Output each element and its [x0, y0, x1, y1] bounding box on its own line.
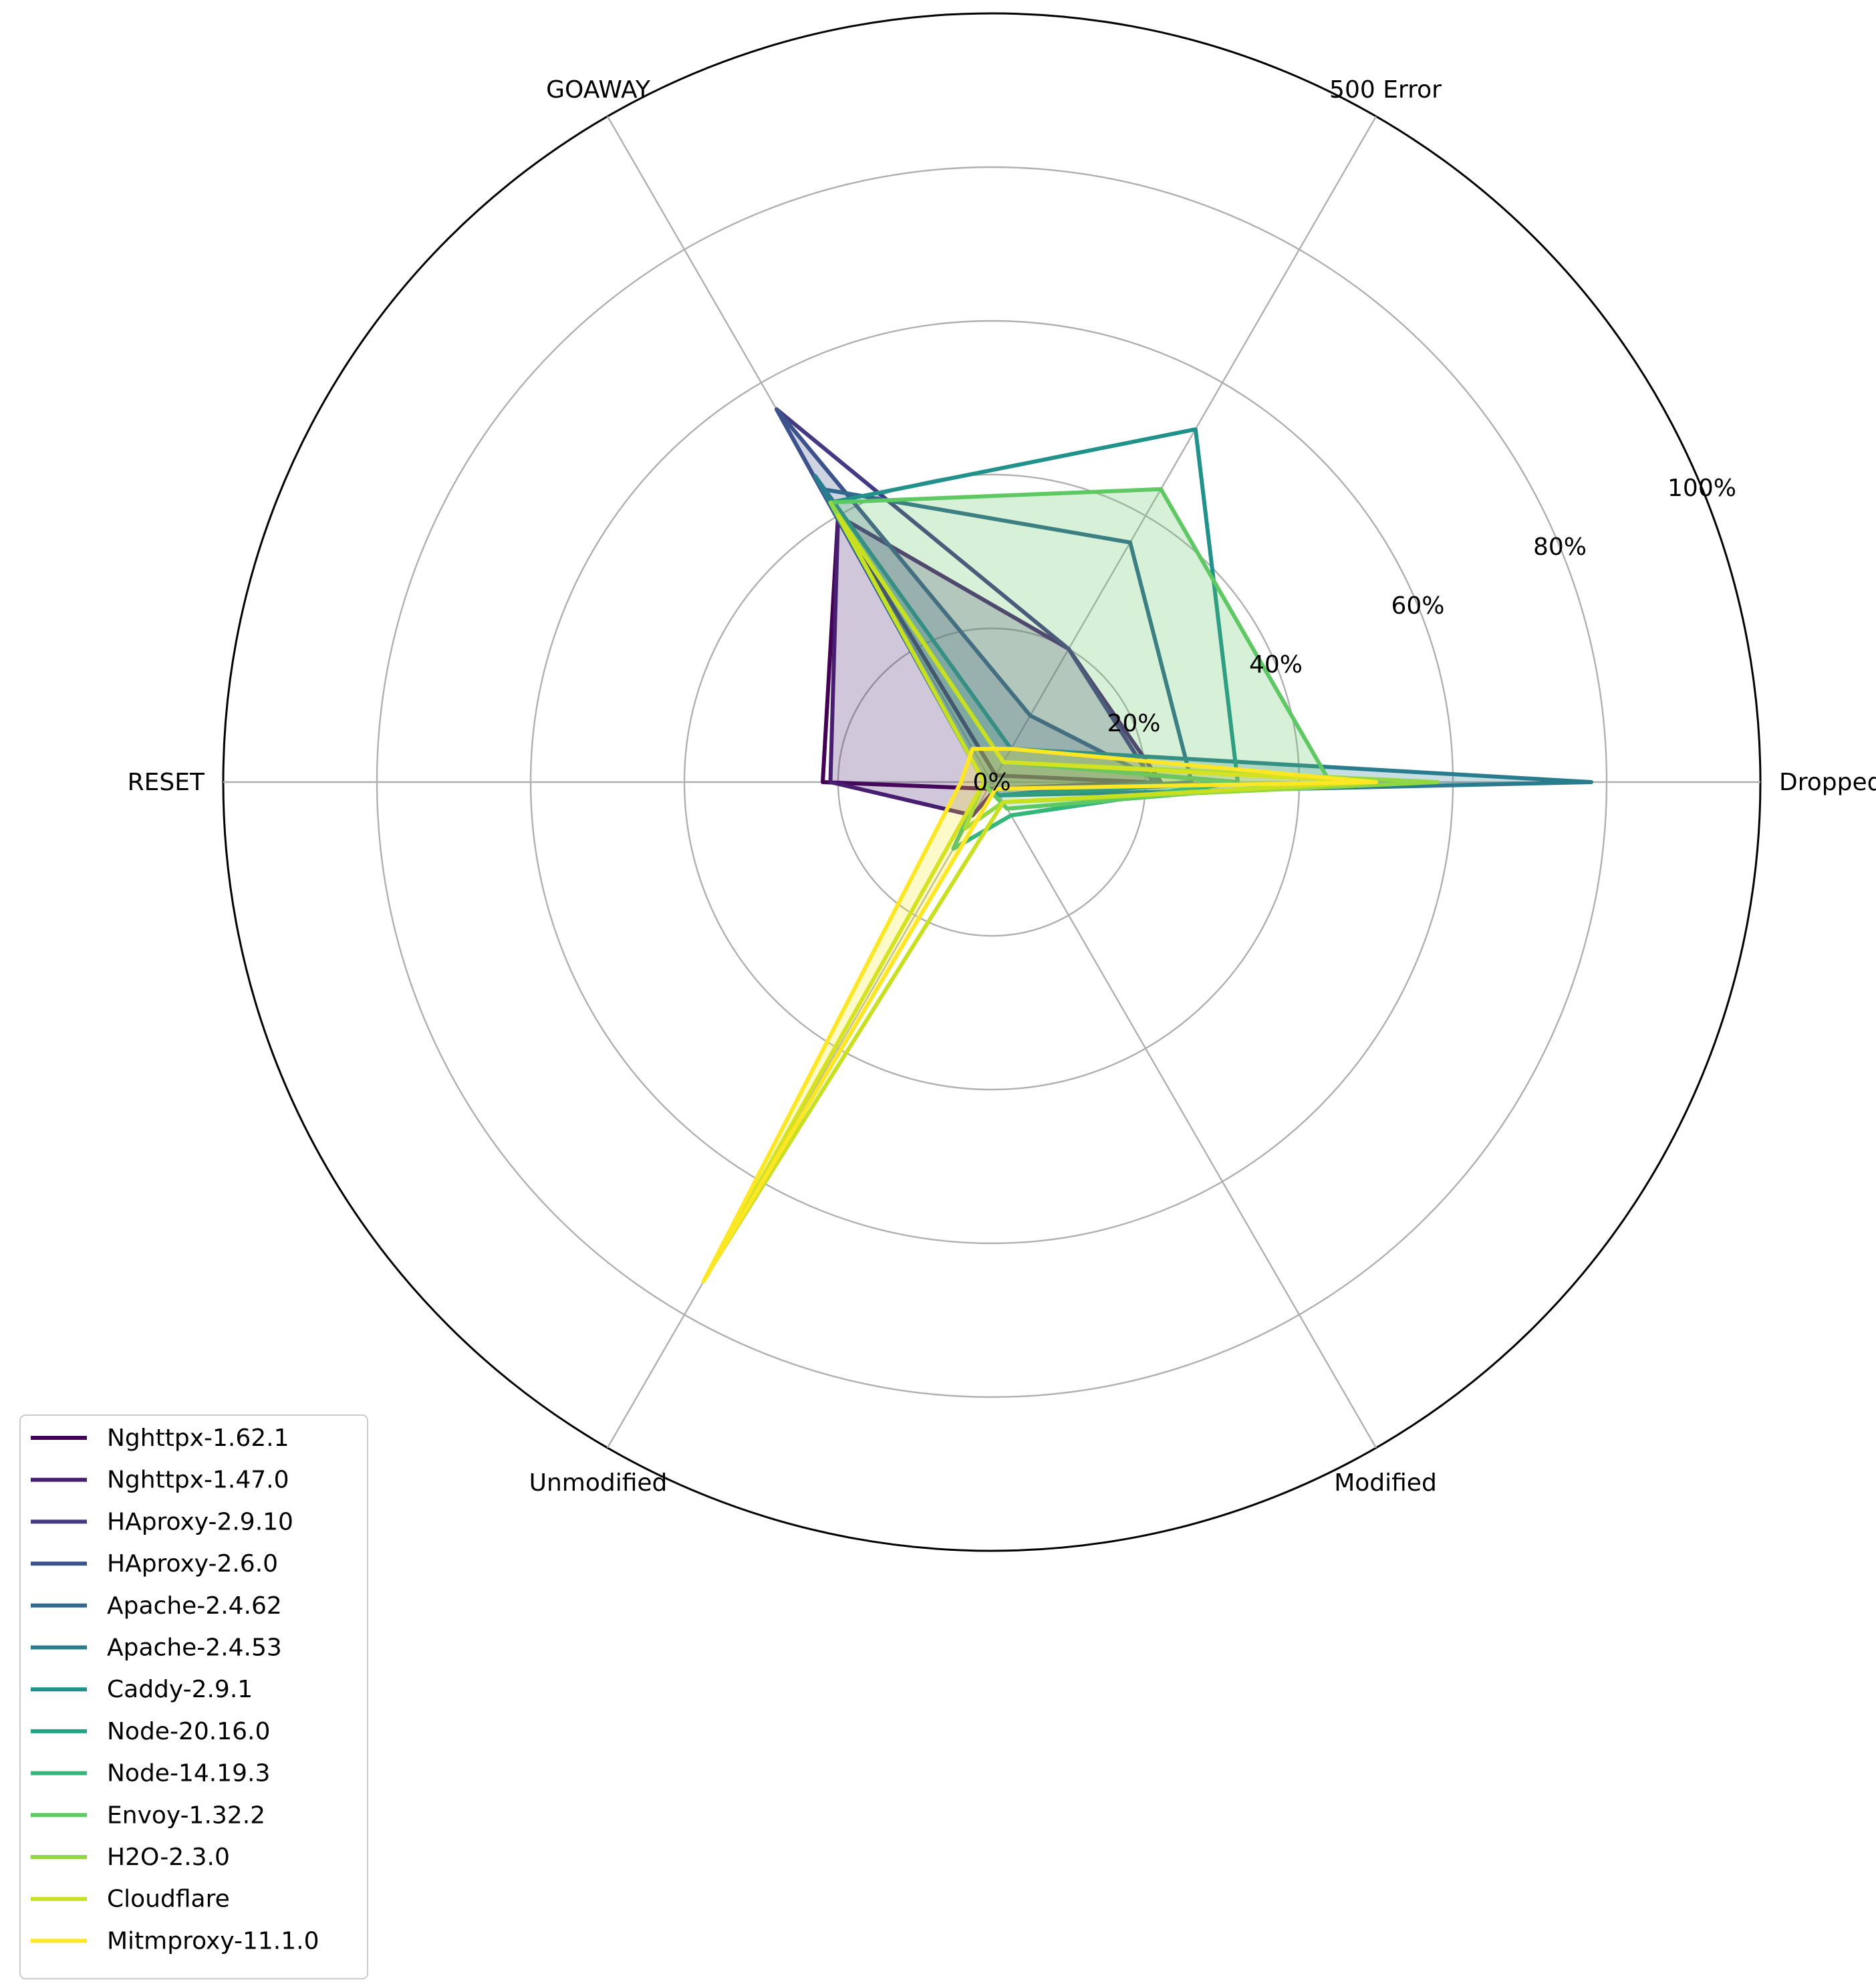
legend-label-envoy-1.32.2: Envoy-1.32.2: [107, 1802, 265, 1829]
legend-label-apache-2.4.53: Apache-2.4.53: [107, 1634, 282, 1662]
radial-tick-100: 100%: [1667, 475, 1736, 502]
legend-label-node-20.16.0: Node-20.16.0: [107, 1718, 270, 1745]
legend-label-haproxy-2.6.0: HAproxy-2.6.0: [107, 1550, 278, 1578]
legend-label-mitmproxy-11.1.0: Mitmproxy-11.1.0: [107, 1927, 319, 1955]
series-mitmproxy-11.1.0: [701, 747, 1378, 1283]
radial-tick-0: 0%: [972, 769, 1011, 796]
legend-label-cloudflare: Cloudflare: [107, 1886, 230, 1913]
legend-label-h2o-2.3.0: H2O-2.3.0: [107, 1844, 230, 1871]
radial-tick-labels: 0% 20% 40% 60% 80% 100%: [972, 475, 1736, 796]
legend-label-apache-2.4.62: Apache-2.4.62: [107, 1592, 282, 1620]
radar-spoke-500-error: [990, 116, 1377, 783]
axis-label-500-error: 500 Error: [1329, 76, 1442, 104]
radar-spoke-unmodified: [606, 781, 993, 1449]
radar-axis-labels: Dropped 500 Error GOAWAY RESET Unmodified Mod…: [128, 76, 1876, 1497]
radial-tick-80: 80%: [1533, 533, 1587, 561]
axis-label-unmodified: Unmodified: [529, 1469, 668, 1497]
legend-frame: [19, 1414, 368, 1980]
radar-series: [701, 407, 1593, 1283]
radial-tick-60: 60%: [1391, 592, 1444, 620]
legend: Nghttpx-1.62.1 Nghttpx-1.47.0 HAproxy-2.9.…: [19, 1414, 368, 1980]
series-cloudflare: [709, 513, 1378, 1270]
radar-spoke-modified: [990, 781, 1377, 1449]
legend-label-nghttpx-1.47.0: Nghttpx-1.47.0: [107, 1467, 289, 1494]
legend-label-nghttpx-1.62.1: Nghttpx-1.62.1: [107, 1424, 289, 1452]
legend-label-node-14.19.3: Node-14.19.3: [107, 1760, 270, 1787]
legend-label-caddy-2.9.1: Caddy-2.9.1: [107, 1676, 253, 1703]
axis-label-goaway: GOAWAY: [546, 76, 651, 104]
radial-tick-20: 20%: [1107, 710, 1160, 737]
legend-label-haproxy-2.9.10: HAproxy-2.9.10: [107, 1508, 293, 1535]
axis-label-modified: Modified: [1334, 1469, 1437, 1497]
axis-label-reset: RESET: [128, 769, 205, 796]
radar-grid: [222, 12, 1762, 1552]
axis-label-dropped: Dropped: [1779, 769, 1876, 796]
radial-tick-40: 40%: [1249, 651, 1303, 678]
